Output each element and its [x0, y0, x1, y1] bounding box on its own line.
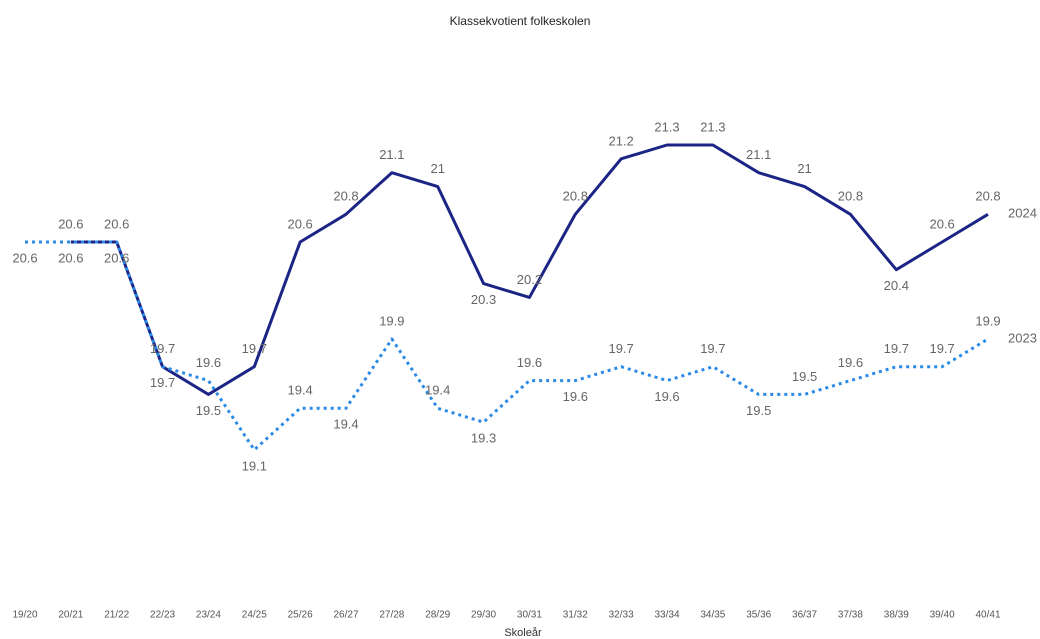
- data-label: 20.6: [58, 216, 83, 231]
- data-label: 19.6: [563, 389, 588, 404]
- x-tick-label: 37/38: [838, 610, 863, 621]
- data-label: 19.5: [792, 369, 817, 384]
- x-tick-label: 26/27: [333, 610, 358, 621]
- data-label: 19.7: [150, 375, 175, 390]
- data-label: 21.1: [379, 147, 404, 162]
- data-label: 21: [797, 161, 811, 176]
- data-label: 20.6: [104, 216, 129, 231]
- data-label: 19.5: [746, 403, 771, 418]
- x-tick-label: 40/41: [975, 610, 1000, 621]
- data-label: 19.7: [150, 341, 175, 356]
- data-label: 20.6: [104, 250, 129, 265]
- data-label: 19.4: [287, 383, 312, 398]
- data-label: 20.8: [563, 189, 588, 204]
- data-label: 19.5: [196, 403, 221, 418]
- x-tick-label: 36/37: [792, 610, 817, 621]
- x-tick-label: 30/31: [517, 610, 542, 621]
- chart-title: Klassekvotient folkeskolen: [450, 14, 591, 28]
- data-label: 21: [430, 161, 444, 176]
- data-label: 19.7: [242, 341, 267, 356]
- series-line: [25, 240, 989, 452]
- x-tick-label: 24/25: [242, 610, 267, 621]
- data-label: 19.6: [517, 355, 542, 370]
- x-tick-label: 23/24: [196, 610, 221, 621]
- data-label: 19.6: [838, 355, 863, 370]
- x-tick-label: 20/21: [58, 610, 83, 621]
- data-label: 20.6: [929, 216, 954, 231]
- data-label: 21.3: [700, 119, 725, 134]
- data-label: 19.1: [242, 458, 267, 473]
- data-label: 19.7: [884, 341, 909, 356]
- data-label: 19.7: [608, 341, 633, 356]
- x-tick-label: 22/23: [150, 610, 175, 621]
- x-tick-label: 25/26: [288, 610, 313, 621]
- data-label: 19.7: [929, 341, 954, 356]
- series-label: 2024: [1008, 206, 1037, 221]
- data-label: 20.4: [884, 278, 909, 293]
- x-axis-title: Skoleår: [504, 627, 542, 639]
- data-label: 20.8: [838, 189, 863, 204]
- data-label: 19.4: [425, 383, 450, 398]
- x-tick-label: 38/39: [884, 610, 909, 621]
- data-label: 20.6: [58, 250, 83, 265]
- x-tick-label: 34/35: [700, 610, 725, 621]
- data-label: 19.3: [471, 431, 496, 446]
- x-tick-label: 31/32: [563, 610, 588, 621]
- x-tick-label: 35/36: [746, 610, 771, 621]
- data-label: 20.8: [333, 189, 358, 204]
- data-label: 20.6: [287, 216, 312, 231]
- x-tick-label: 19/20: [12, 610, 37, 621]
- data-label: 19.7: [700, 341, 725, 356]
- data-label: 20.2: [517, 272, 542, 287]
- data-label: 21.3: [654, 119, 679, 134]
- data-label: 19.6: [654, 389, 679, 404]
- series-label: 2023: [1008, 330, 1037, 345]
- data-label: 19.4: [333, 417, 358, 432]
- data-label: 19.9: [975, 313, 1000, 328]
- series-line: [70, 143, 989, 396]
- data-label: 19.9: [379, 313, 404, 328]
- x-tick-label: 28/29: [425, 610, 450, 621]
- data-label: 20.8: [975, 189, 1000, 204]
- data-label: 20.6: [12, 250, 37, 265]
- x-tick-label: 27/28: [379, 610, 404, 621]
- data-label: 21.1: [746, 147, 771, 162]
- x-tick-label: 33/34: [654, 610, 679, 621]
- data-label: 20.3: [471, 292, 496, 307]
- data-label: 19.6: [196, 355, 221, 370]
- x-tick-label: 32/33: [609, 610, 634, 621]
- x-tick-label: 39/40: [930, 610, 955, 621]
- x-tick-label: 21/22: [104, 610, 129, 621]
- x-tick-label: 29/30: [471, 610, 496, 621]
- data-label: 21.2: [608, 133, 633, 148]
